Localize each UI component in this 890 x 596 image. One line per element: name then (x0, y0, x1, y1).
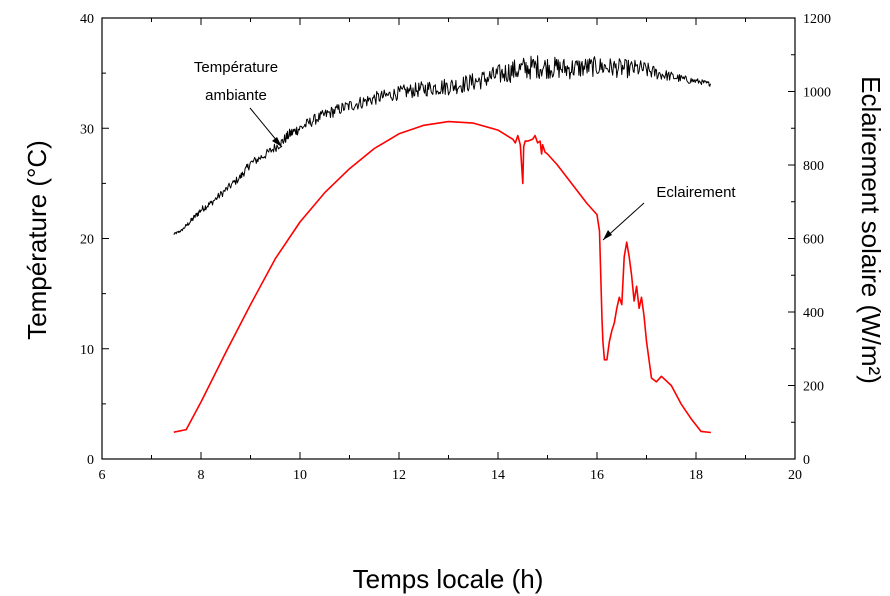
left-y-tick-label: 20 (80, 233, 94, 248)
x-axis-title: Temps locale (h) (353, 564, 544, 594)
x-tick-label: 18 (689, 468, 703, 483)
left-y-tick-label: 30 (80, 122, 94, 137)
right-y-axis-ticks: 0 200 400 600 800 1000 1200 (788, 12, 831, 468)
annotation-temperature-line1: Température (194, 59, 278, 76)
right-y-tick-label: 600 (803, 233, 824, 248)
right-y-tick-label: 200 (803, 380, 824, 395)
x-tick-label: 16 (590, 468, 604, 483)
left-y-tick-label: 40 (80, 12, 94, 27)
x-tick-label: 10 (293, 468, 307, 483)
right-y-tick-label: 0 (803, 453, 810, 468)
annotation-temperature-line2: ambiante (205, 87, 267, 104)
x-axis-ticks: 6 8 10 12 14 16 18 20 (99, 18, 802, 483)
left-y-tick-label: 0 (87, 453, 94, 468)
series-layer (173, 55, 711, 434)
annotation-temperature-arrowhead (272, 137, 282, 147)
x-tick-label: 12 (392, 468, 406, 483)
right-y-tick-label: 400 (803, 306, 824, 321)
right-y-tick-label: 1200 (803, 12, 831, 27)
left-y-axis-ticks: 0 10 20 30 40 (80, 12, 109, 468)
x-tick-label: 6 (99, 468, 106, 483)
annotation-eclairement-arrowhead (603, 230, 612, 240)
x-tick-label: 8 (198, 468, 205, 483)
x-tick-label: 14 (491, 468, 505, 483)
series-line-eclairement (173, 120, 711, 434)
series-line-temperature (173, 55, 711, 235)
left-y-tick-label: 10 (80, 343, 94, 358)
x-tick-label: 20 (788, 468, 802, 483)
right-y-axis-title: Eclairement solaire (W/m²) (856, 76, 886, 384)
annotation-eclairement: Eclairement (656, 184, 736, 201)
right-y-tick-label: 800 (803, 159, 824, 174)
left-y-axis-title: Température (°C) (22, 140, 52, 340)
right-y-tick-label: 1000 (803, 86, 831, 101)
